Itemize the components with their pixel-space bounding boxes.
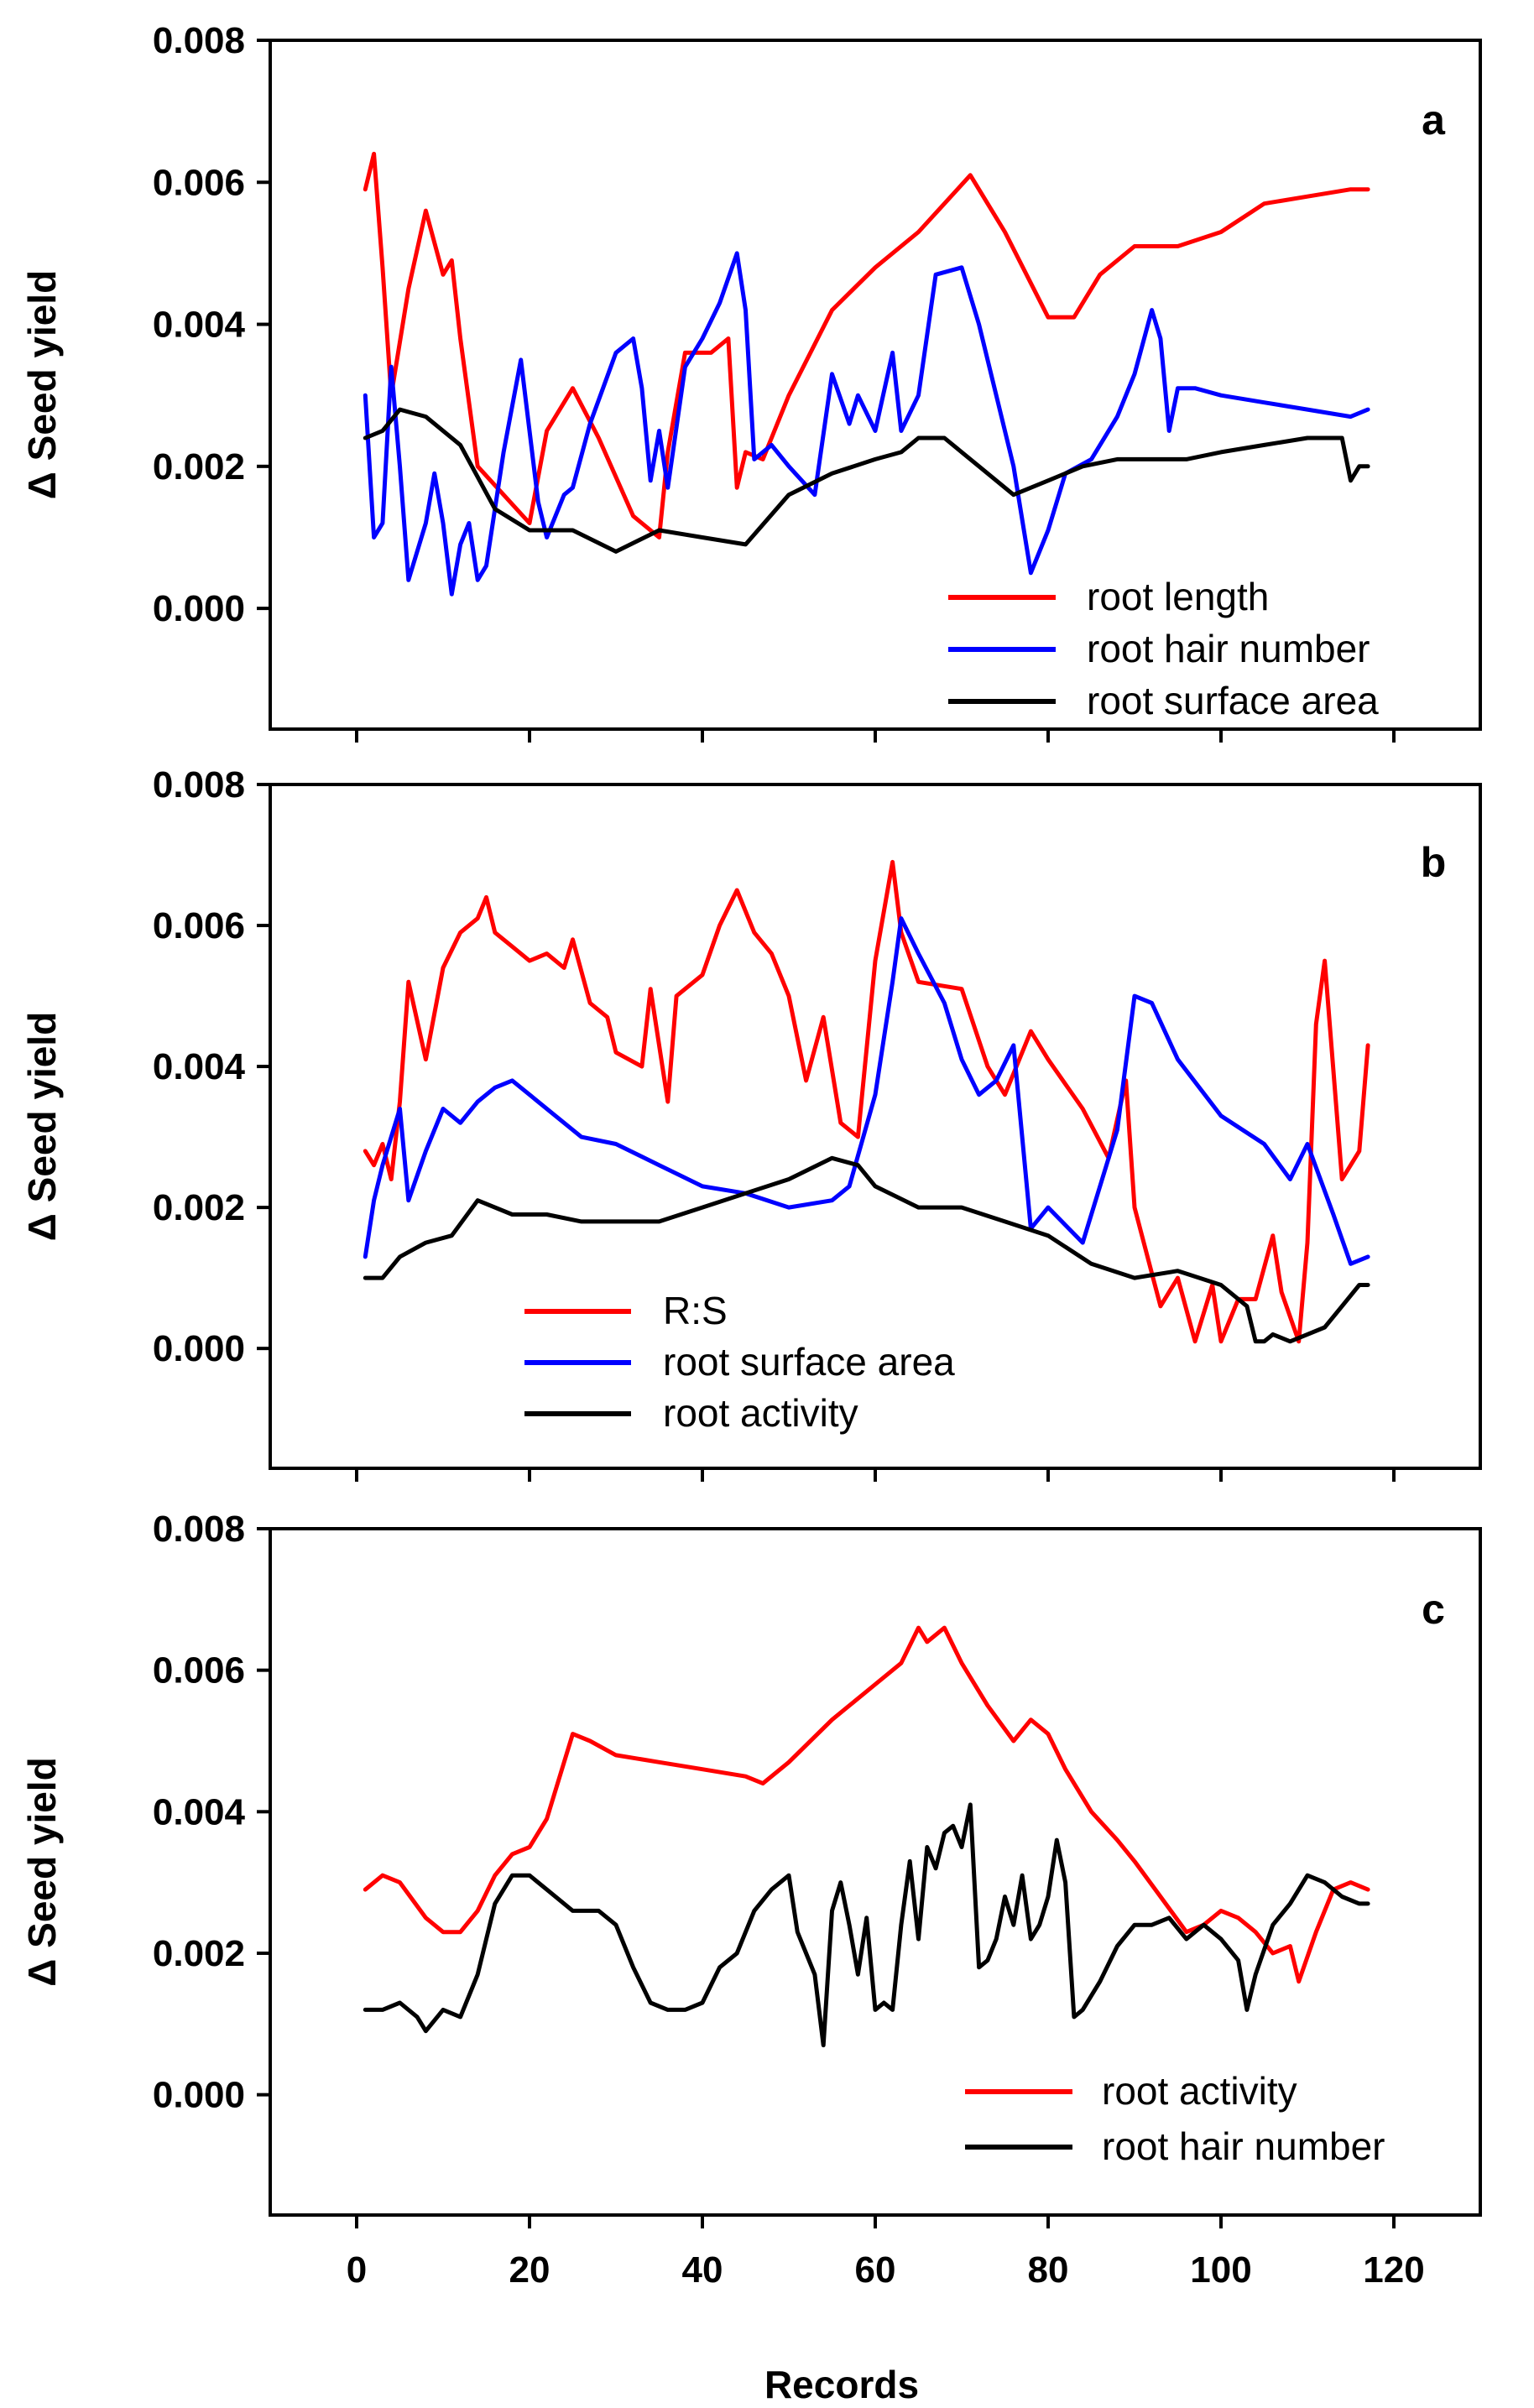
y-tick-label: 0.002: [153, 1933, 245, 1974]
y-tick-label: 0.006: [153, 905, 245, 946]
legend-label: root surface area: [663, 1340, 955, 1384]
y-tick-label: 0.000: [153, 588, 245, 629]
series-line-r-s: [363, 859, 1370, 1344]
panel-b: 0.000 0.002 0.004 0.006 0.008 Δ Seed yield b R:…: [20, 764, 1482, 1482]
x-tick-label: 40: [682, 2249, 723, 2291]
panel-letter: a: [1422, 96, 1446, 143]
y-axis-title: Δ Seed yield: [20, 270, 64, 499]
y-tick-label: 0.000: [153, 2075, 245, 2116]
series-line-root-activity: [363, 1625, 1370, 1984]
series-line-root-hair-number: [363, 251, 1370, 597]
y-tick-label: 0.008: [153, 1509, 245, 1550]
panel-c: 0.000 0.002 0.004 0.006 0.008 0 20 40 60 80 100 120…: [20, 1509, 1482, 2406]
y-tick-label: 0.008: [153, 20, 245, 61]
legend-label: root length: [1087, 575, 1269, 618]
x-tick-label: 0: [347, 2249, 367, 2291]
x-tick-label: 60: [855, 2249, 896, 2291]
legend-label: root hair number: [1087, 627, 1370, 670]
x-axis-title: Records: [764, 2363, 919, 2406]
series-line-root-hair-number: [363, 1802, 1370, 2048]
y-tick-label: 0.000: [153, 1328, 245, 1369]
y-axis-title: Δ Seed yield: [20, 1757, 64, 1986]
series-line-root-surface-area: [363, 407, 1370, 554]
x-tick-label: 120: [1363, 2249, 1424, 2291]
y-tick-label: 0.006: [153, 162, 245, 203]
panel-a: 0.000 0.002 0.004 0.006 0.008 Δ Seed yield a ro…: [20, 20, 1482, 743]
y-axis-title: Δ Seed yield: [20, 1012, 64, 1241]
legend-label: root activity: [663, 1391, 858, 1435]
x-tick-label: 80: [1028, 2249, 1069, 2291]
plot-frame: [269, 39, 1482, 731]
plot-frame: [269, 1527, 1482, 2217]
panel-letter: c: [1422, 1586, 1445, 1633]
x-tick-label: 20: [509, 2249, 550, 2291]
series-line-root-surface-area: [363, 916, 1370, 1266]
legend-label: root hair number: [1102, 2124, 1385, 2168]
x-tick-label: 100: [1190, 2249, 1251, 2291]
y-tick-label: 0.004: [153, 1046, 246, 1087]
series-line-root-length: [363, 151, 1370, 539]
legend-label: root surface area: [1087, 679, 1379, 722]
series-line-root-activity: [363, 1155, 1370, 1344]
y-tick-label: 0.002: [153, 446, 245, 487]
legend-label: R:S: [663, 1289, 728, 1332]
y-tick-label: 0.004: [153, 305, 246, 346]
panel-letter: b: [1421, 839, 1447, 886]
legend-label: root activity: [1102, 2069, 1297, 2113]
y-tick-label: 0.008: [153, 764, 245, 805]
y-tick-label: 0.006: [153, 1650, 245, 1691]
y-tick-label: 0.002: [153, 1187, 245, 1228]
y-tick-label: 0.004: [153, 1791, 246, 1832]
